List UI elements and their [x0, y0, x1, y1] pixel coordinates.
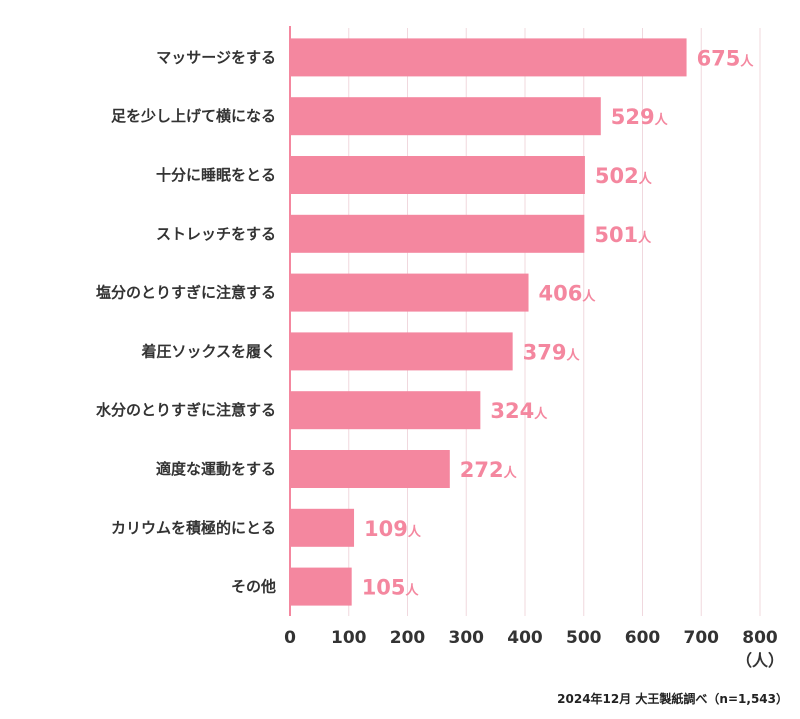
- category-label: 着圧ソックスを履く: [140, 342, 276, 360]
- x-tick-label: 100: [331, 628, 367, 648]
- category-label: 塩分のとりすぎに注意する: [96, 284, 276, 302]
- x-tick-label: 0: [284, 628, 296, 648]
- category-label: カリウムを積極的にとる: [111, 519, 276, 537]
- value-number: 502: [595, 164, 639, 188]
- bar: [290, 450, 450, 488]
- bar: [290, 391, 481, 430]
- value-label: 529人: [611, 105, 669, 129]
- bar: [290, 156, 585, 194]
- value-unit: 人: [582, 289, 596, 305]
- category-label: その他: [231, 578, 276, 596]
- bar: [290, 214, 585, 253]
- x-tick-label: 200: [390, 628, 426, 648]
- value-number: 406: [539, 282, 583, 306]
- bar: [290, 97, 601, 136]
- value-unit: 人: [406, 583, 420, 599]
- category-label: 足を少し上げて横になる: [111, 107, 276, 125]
- value-unit: 人: [567, 347, 581, 363]
- x-unit-label: （人）: [736, 651, 784, 670]
- value-number: 105: [362, 576, 406, 600]
- value-label: 109人: [364, 517, 422, 541]
- value-number: 675: [697, 46, 741, 70]
- bar: [290, 508, 355, 547]
- x-tick-labels: 0 100 200 300 400 500 600 700 800: [284, 628, 778, 648]
- value-label: 324人: [490, 399, 548, 423]
- value-label: 501人: [594, 223, 652, 247]
- bar: [290, 38, 687, 77]
- category-label: マッサージをする: [156, 48, 276, 66]
- source-note: 2024年12月 大王製紙調べ（n=1,543）: [557, 692, 788, 706]
- category-label: 水分のとりすぎに注意する: [96, 401, 276, 419]
- x-tick-label: 400: [507, 628, 543, 648]
- bar: [290, 567, 352, 606]
- value-number: 529: [611, 105, 655, 129]
- category-label: ストレッチをする: [156, 225, 276, 243]
- value-unit: 人: [639, 171, 653, 187]
- x-tick-label: 300: [449, 628, 485, 648]
- bar: [290, 273, 529, 312]
- x-tick-label: 700: [684, 628, 720, 648]
- value-label: 379人: [523, 340, 581, 364]
- value-label: 272人: [460, 458, 518, 482]
- value-unit: 人: [655, 112, 669, 128]
- category-label: 十分に睡眠をとる: [156, 166, 276, 184]
- value-label: 105人: [362, 576, 420, 600]
- category-labels: マッサージをする足を少し上げて横になる十分に睡眠をとるストレッチをする塩分のとり…: [96, 48, 276, 595]
- value-unit: 人: [740, 53, 754, 69]
- x-tick-label: 600: [625, 628, 661, 648]
- value-number: 109: [364, 517, 408, 541]
- value-number: 272: [460, 458, 504, 482]
- value-label: 502人: [595, 164, 653, 188]
- bar: [290, 332, 513, 371]
- value-number: 379: [523, 340, 567, 364]
- x-tick-label: 500: [566, 628, 602, 648]
- value-unit: 人: [504, 465, 518, 481]
- value-unit: 人: [534, 406, 548, 422]
- bars: [290, 38, 687, 606]
- value-unit: 人: [638, 230, 652, 246]
- value-number: 324: [490, 399, 534, 423]
- value-number: 501: [594, 223, 638, 247]
- value-label: 675人: [697, 46, 755, 70]
- category-label: 適度な運動をする: [156, 460, 276, 478]
- x-tick-label: 800: [742, 628, 778, 648]
- value-unit: 人: [408, 524, 422, 540]
- value-label: 406人: [539, 282, 597, 306]
